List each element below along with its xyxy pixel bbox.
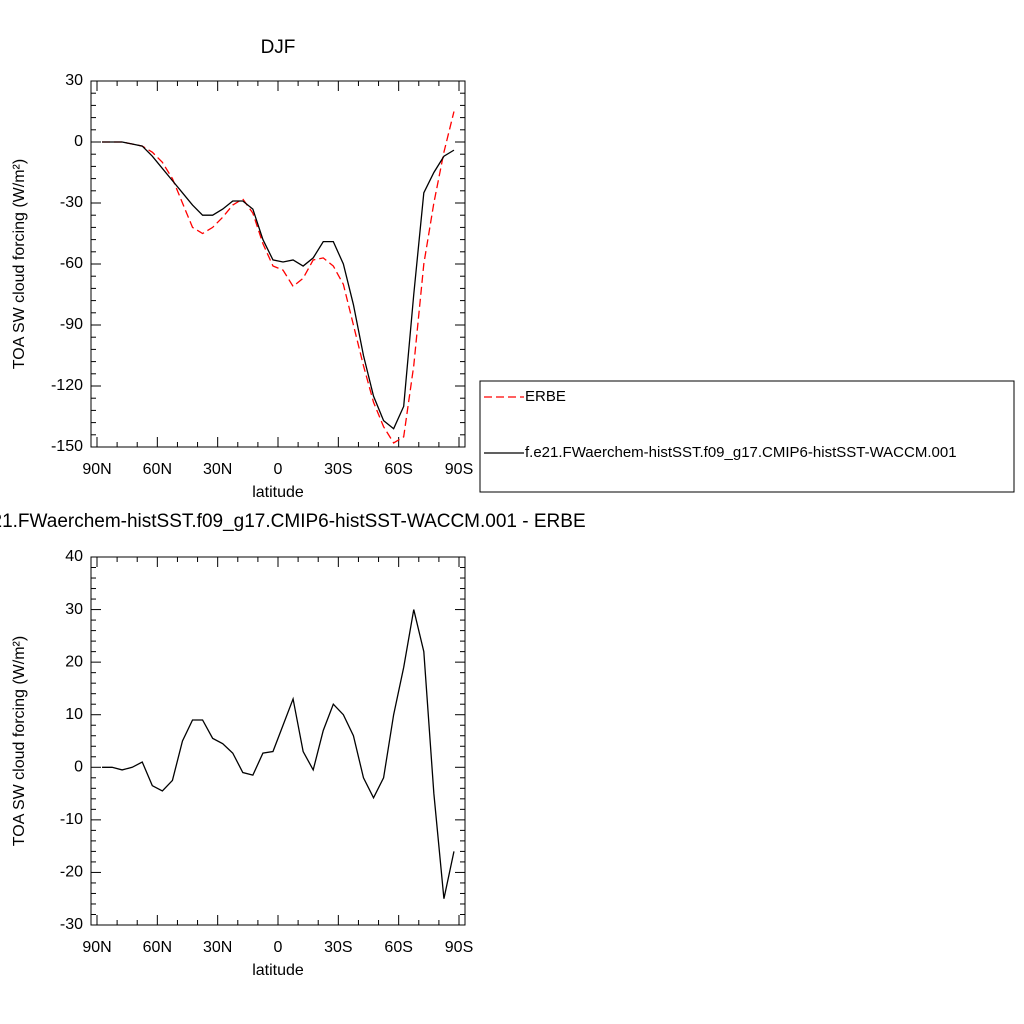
- x-tick-label: 60N: [143, 461, 172, 478]
- data-line: [102, 111, 455, 444]
- y-tick-label: 40: [65, 548, 83, 565]
- x-tick-label: 0: [274, 939, 283, 956]
- x-tick-label: 90N: [82, 939, 111, 956]
- x-axis-label: latitude: [252, 484, 304, 501]
- chart-title: DJF: [261, 37, 296, 58]
- y-tick-label: -30: [60, 916, 83, 933]
- legend-frame: [479, 380, 1015, 493]
- x-tick-label: 60N: [143, 939, 172, 956]
- y-tick-label: -150: [51, 438, 83, 455]
- y-tick-label: -90: [60, 316, 83, 333]
- y-tick-label: -60: [60, 255, 83, 272]
- y-tick-label: 0: [74, 133, 83, 150]
- x-tick-label: 60S: [384, 939, 412, 956]
- x-tick-label: 30N: [203, 939, 232, 956]
- y-tick-label: -10: [60, 811, 83, 828]
- y-tick-label: -120: [51, 377, 83, 394]
- data-line: [102, 141, 455, 430]
- y-tick-label: -20: [60, 864, 83, 881]
- y-axis-label: TOA SW cloud forcing (W/m²): [11, 159, 28, 369]
- y-tick-label: 20: [65, 653, 83, 670]
- legend-label: f.e21.FWaerchem-histSST.f09_g17.CMIP6-hi…: [525, 444, 957, 461]
- y-tick-label: 30: [65, 72, 83, 89]
- chart-title: f.e21.FWaerchem-histSST.f09_g17.CMIP6-hi…: [0, 511, 586, 532]
- plot-frame: [90, 80, 466, 448]
- legend-label: ERBE: [525, 388, 566, 405]
- x-tick-label: 30N: [203, 461, 232, 478]
- y-tick-label: 0: [74, 759, 83, 776]
- plot-frame: [90, 556, 466, 926]
- x-tick-label: 90N: [82, 461, 111, 478]
- x-tick-label: 90S: [445, 461, 473, 478]
- y-tick-label: -30: [60, 194, 83, 211]
- y-axis-label: TOA SW cloud forcing (W/m²): [11, 636, 28, 846]
- x-tick-label: 90S: [445, 939, 473, 956]
- x-tick-label: 30S: [324, 461, 352, 478]
- data-line: [102, 609, 455, 899]
- x-tick-label: 30S: [324, 939, 352, 956]
- x-tick-label: 0: [274, 461, 283, 478]
- y-tick-label: 30: [65, 601, 83, 618]
- x-tick-label: 60S: [384, 461, 412, 478]
- y-tick-label: 10: [65, 706, 83, 723]
- x-axis-label: latitude: [252, 962, 304, 979]
